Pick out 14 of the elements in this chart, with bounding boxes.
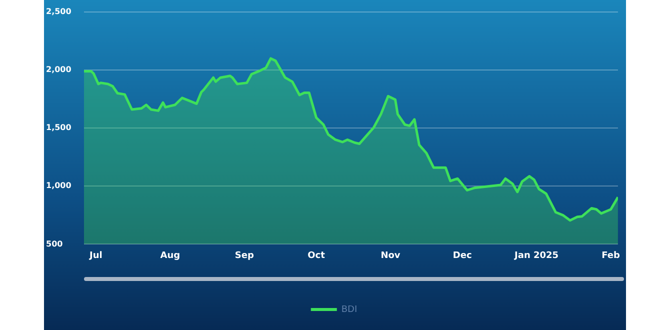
x-tick-label: Dec [452, 250, 472, 261]
y-tick-label: 500 [46, 239, 64, 248]
x-tick-label: Jan 2025 [514, 250, 559, 261]
y-tick-label: 1,500 [46, 123, 72, 132]
x-tick-label: Oct [308, 250, 326, 261]
x-tick-label: Sep [234, 250, 254, 261]
x-tick-label: Feb [602, 250, 620, 261]
x-tick-label: Nov [380, 250, 400, 261]
x-tick-label: Jul [88, 250, 102, 261]
y-tick-label: 2,000 [46, 65, 72, 74]
y-tick-label: 1,000 [46, 181, 72, 190]
legend-label: BDI [341, 304, 358, 315]
x-tick-label: Aug [160, 250, 180, 261]
y-tick-label: 2,500 [46, 7, 72, 16]
